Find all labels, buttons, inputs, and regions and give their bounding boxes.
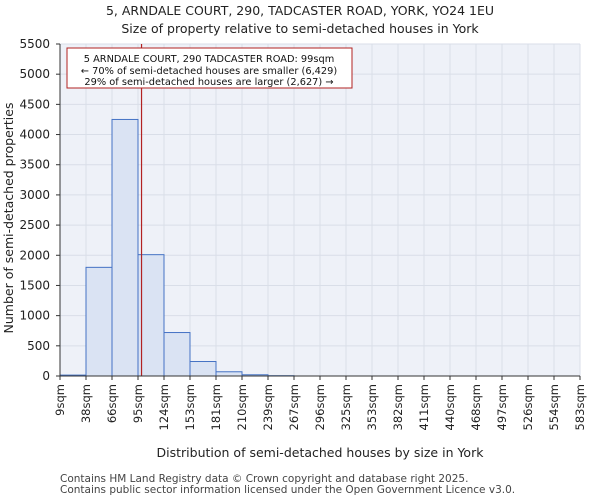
- x-tick-label-3: 95sqm: [131, 384, 145, 423]
- x-tick-label-19: 554sqm: [547, 384, 561, 430]
- y-tick-label-9: 4500: [19, 97, 50, 111]
- x-tick-label-12: 353sqm: [365, 384, 379, 430]
- y-tick-label-8: 4000: [19, 128, 50, 142]
- x-tick-label-4: 124sqm: [157, 384, 171, 430]
- x-tick-label-10: 296sqm: [313, 384, 327, 430]
- bar-153sqm: [189, 361, 217, 377]
- bar-124sqm: [163, 332, 191, 377]
- bar-66sqm: [111, 118, 139, 377]
- x-tick-label-8: 239sqm: [261, 384, 275, 430]
- footer-copyright: Contains HM Land Registry data © Crown c…: [60, 473, 469, 485]
- x-tick-label-7: 210sqm: [235, 384, 249, 430]
- chart-title: 5, ARNDALE COURT, 290, TADCASTER ROAD, Y…: [105, 3, 495, 18]
- y-tick-label-3: 1500: [19, 278, 50, 292]
- y-tick-label-5: 2500: [19, 218, 50, 232]
- x-tick-label-11: 325sqm: [339, 384, 353, 430]
- x-axis-label: Distribution of semi-detached houses by …: [157, 445, 485, 460]
- annotation-box: 5 ARNDALE COURT, 290 TADCASTER ROAD: 99s…: [66, 47, 353, 89]
- x-tick-label-17: 497sqm: [495, 384, 509, 430]
- y-tick-label-11: 5500: [19, 37, 50, 51]
- x-tick-label-6: 181sqm: [209, 384, 223, 430]
- x-tick-label-1: 38sqm: [79, 384, 93, 423]
- y-tick-label-1: 500: [27, 339, 50, 353]
- y-tick-label-2: 1000: [19, 309, 50, 323]
- bar-95sqm: [137, 254, 165, 377]
- y-tick-labels: 0 500 1000 1500 2000 2500 3000 3500 4000 4500 5000…: [19, 37, 60, 383]
- annotation-line-2: ← 70% of semi-detached houses are smalle…: [81, 66, 337, 77]
- x-tick-label-13: 382sqm: [391, 384, 405, 430]
- grid-lines: [59, 43, 581, 377]
- bar-181sqm: [215, 371, 243, 377]
- x-tick-label-16: 468sqm: [469, 384, 483, 430]
- y-tick-label-4: 2000: [19, 248, 50, 262]
- x-tick-label-20: 583sqm: [573, 384, 587, 430]
- y-tick-label-6: 3000: [19, 188, 50, 202]
- footer-licence: Contains public sector information licen…: [60, 484, 516, 496]
- bars: [59, 118, 295, 377]
- annotation-line-3: 29% of semi-detached houses are larger (…: [84, 77, 333, 88]
- chart-subtitle: Size of property relative to semi-detach…: [121, 21, 479, 36]
- x-tick-label-9: 267sqm: [287, 384, 301, 430]
- annotation-line-1: 5 ARNDALE COURT, 290 TADCASTER ROAD: 99s…: [84, 54, 335, 65]
- y-tick-label-7: 3500: [19, 158, 50, 172]
- y-tick-label-0: 0: [42, 369, 50, 383]
- x-tick-label-5: 153sqm: [183, 384, 197, 430]
- x-tick-labels: 9sqm 38sqm 66sqm 95sqm 124sqm 153sqm 181sqm 210…: [53, 376, 587, 430]
- x-tick-label-18: 526sqm: [521, 384, 535, 430]
- x-tick-label-15: 440sqm: [443, 384, 457, 430]
- annotation-border: [66, 47, 353, 89]
- y-tick-label-10: 5000: [19, 67, 50, 81]
- x-tick-label-2: 66sqm: [105, 384, 119, 423]
- bar-38sqm: [85, 266, 113, 377]
- x-tick-label-14: 411sqm: [417, 384, 431, 430]
- y-axis-label: Number of semi-detached properties: [1, 103, 16, 334]
- x-tick-label-0: 9sqm: [53, 384, 67, 416]
